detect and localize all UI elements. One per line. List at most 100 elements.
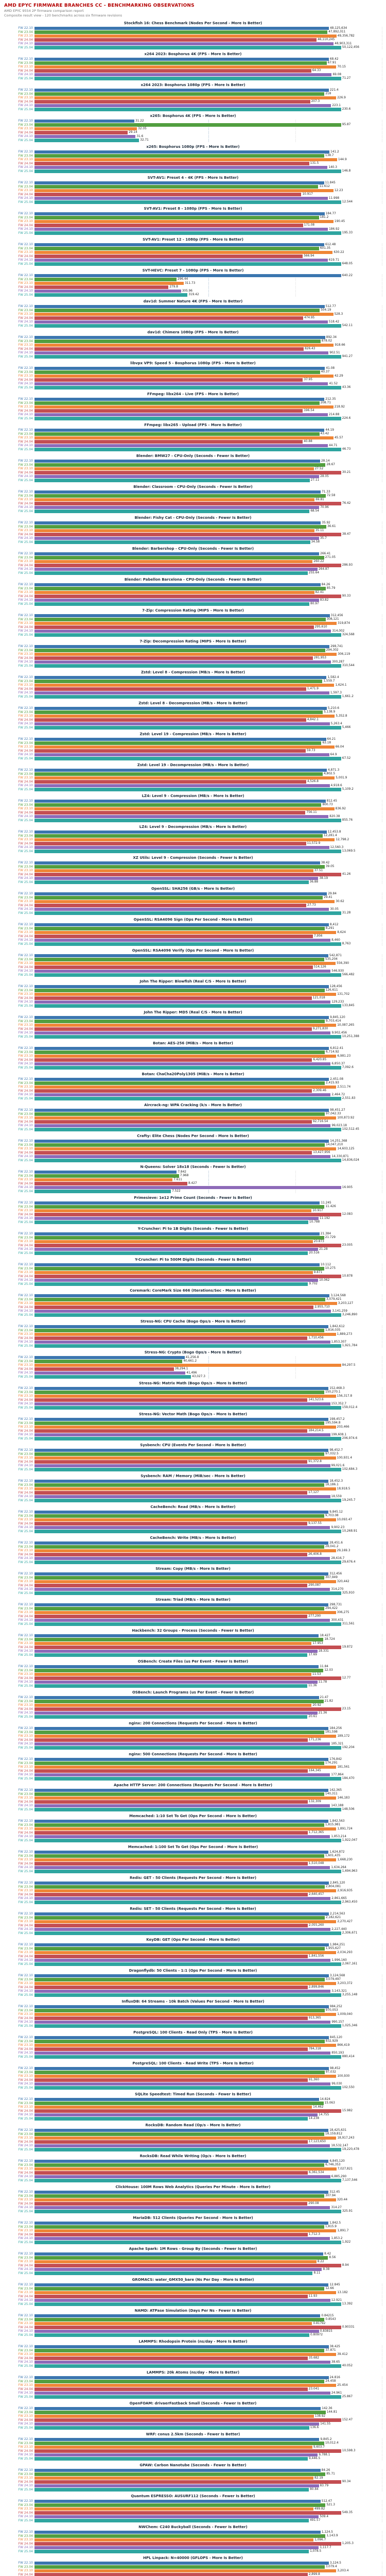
result-bar [34,38,317,42]
bar-track: 171.08 [34,224,383,227]
system-label: FW 23.04 [18,339,33,343]
system-label: FW 25.04 [18,1745,33,1750]
result-value: 832,929 [325,2040,338,2043]
bar-track: 41,256.8 [34,1355,383,1359]
result-bar [34,2175,330,2178]
system-label: FW 23.10 [18,900,33,904]
result-bar [34,2198,336,2201]
bar-row: FW 24.04 1,471.9 [3,687,383,691]
system-label: FW 23.10 [18,1332,33,1336]
result-bar [34,459,320,463]
result-bar [34,595,341,598]
system-label: FW 24.10 [18,444,33,448]
system-label: FW 23.10 [18,1549,33,1553]
bar-track: 12.921 [34,2298,383,2302]
bar-track: 40.052 [34,2364,383,2368]
result-bar [34,1924,308,1927]
bar-rows: FW 22.10 35.92 FW 23.04 36.61 FW 23.10 35.11 F… [3,521,383,544]
result-bar [34,2569,337,2572]
system-label: FW 25.04 [18,787,33,791]
system-label: FW 25.04 [18,1931,33,1935]
test-block: Y-Cruncher: Pi to 1B Digits (Seconds - F… [0,1226,386,1257]
result-bar [34,162,309,165]
bar-track: 11.845 [34,181,383,184]
system-label: FW 24.04 [18,965,33,969]
result-value: 23.15 [342,1707,351,1710]
result-bar [34,1962,341,1966]
bar-row: FW 24.10 12,560.3 [3,845,383,850]
system-label: FW 23.04 [18,1112,33,1116]
bar-row: FW 24.04 549.35 [3,2511,383,2515]
result-value: 6,420.85 [313,1058,327,1061]
system-label: FW 23.04 [18,2256,33,2260]
result-value: 41.52 [329,382,338,385]
system-label: FW 23.10 [18,312,33,316]
system-label: FW 24.10 [18,1649,33,1653]
result-bar [34,2426,309,2430]
bar-row: FW 24.10 143,188 [3,1804,383,1808]
result-bar [34,2051,331,2055]
result-value: 12.083 [342,1213,353,1216]
bar-track: 0.8543 [34,2318,383,2321]
system-label: FW 25.04 [18,262,33,266]
bar-row: FW 24.10 2,861,665 [3,1896,383,1901]
result-value: 1,853.2 [331,2236,343,2240]
result-value: 784,318 [308,2047,321,2050]
bar-row: FW 25.04 941.27 [3,355,383,359]
system-label: FW 23.04 [18,1050,33,1054]
result-value: 9,137.55 [308,1522,322,1525]
bar-track: 290.08 [34,2202,383,2206]
result-bar [34,2040,325,2043]
result-bar [34,1329,324,1332]
bar-row: FW 22.10 9,845.12 [3,1510,383,1514]
system-label: FW 23.04 [18,555,33,560]
result-bar [34,2202,308,2206]
result-value: 1,582.4 [327,675,339,679]
bar-track: 2,034,293 [34,1951,383,1954]
bar-track: 3,203,372 [34,1981,383,1985]
bar-track: 12.77 [34,1676,383,1680]
bar-track: 880,414 [34,2055,383,2059]
system-label: FW 24.04 [18,285,33,289]
result-bar [34,1889,337,1892]
system-label: FW 23.10 [18,343,33,347]
result-bar [34,386,341,389]
bar-track: 38.47 [34,533,383,536]
result-value: 10.878 [342,1275,353,1278]
bar-track: 1,471.9 [34,687,383,691]
result-value: 12.03 [324,1669,333,1672]
bar-row: FW 23.10 320,442 [3,1580,383,1584]
result-bar [34,227,328,231]
result-value: 902.51 [329,351,340,354]
bar-track: 4,526.8 [34,780,383,784]
bar-track: 46.73 [34,448,383,451]
test-title: Sysbench: CPU (Events Per Second - More … [140,1443,246,1447]
system-label: FW 24.04 [18,1985,33,1989]
result-value: 64.33 [312,69,321,72]
result-bar [34,1332,336,1336]
test-title: KeyDB: GET (Ops Per Second - More Is Bet… [146,1938,240,1942]
system-label: FW 23.04 [18,123,33,127]
result-bar [34,1386,329,1390]
result-bar [34,788,341,791]
result-value: 1,921,784 [342,1344,358,1347]
result-value: 812.45 [326,799,337,803]
bar-row: FW 24.10 546,930 [3,969,383,973]
result-value: 2,861,665 [331,1896,347,1900]
system-label: FW 23.04 [18,401,33,405]
result-bar [34,1081,325,1085]
system-label: FW 24.04 [18,1583,33,1587]
system-label: FW 22.10 [18,274,33,278]
result-bar [34,324,341,328]
result-value: 99,023.18 [331,1124,347,1127]
result-bar [34,510,310,513]
result-bar [34,1205,325,1209]
bar-track: 14.824 [34,2097,383,2101]
bar-row: FW 22.10 198,457.2 [3,1417,383,1421]
result-bar [34,598,319,602]
bar-row: FW 23.10 5,352.8 [3,714,383,718]
result-value: 12.77 [342,1676,351,1680]
bar-track: 491.57 [34,2519,383,2522]
system-label: FW 22.10 [18,1819,33,1823]
result-bar [34,2376,329,2379]
